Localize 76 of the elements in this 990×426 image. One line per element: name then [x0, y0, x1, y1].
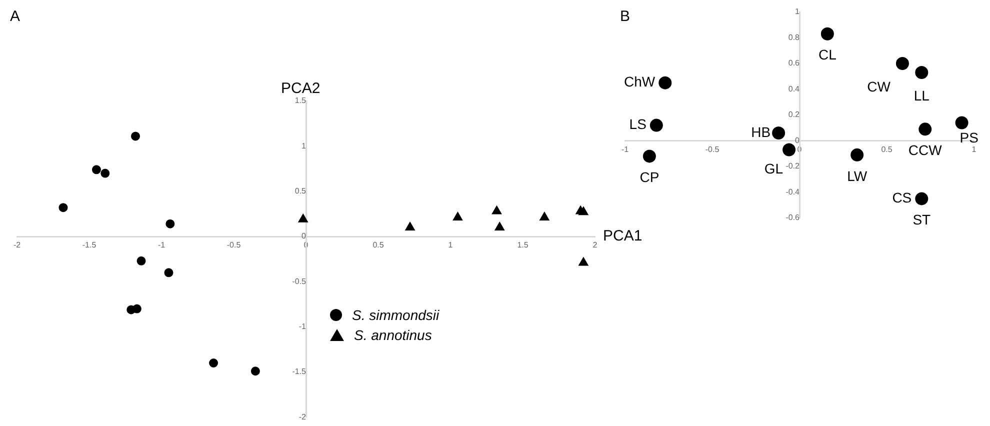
point	[650, 118, 663, 132]
point	[209, 358, 218, 368]
point	[658, 76, 672, 90]
point	[642, 150, 656, 163]
point	[405, 222, 415, 230]
y-tick-label: -0.4	[786, 187, 800, 196]
annotation: HB	[751, 124, 771, 140]
annotation: LL	[914, 87, 930, 104]
x-tick-label: -1.5	[82, 240, 97, 250]
y-tick-label: 0.6	[788, 58, 800, 68]
point	[850, 148, 864, 162]
y-tick-label: 0.5	[294, 186, 307, 196]
chart-title: A	[10, 8, 20, 26]
y-tick-label: -0.5	[292, 276, 307, 286]
point	[820, 27, 834, 40]
x-tick-label: -1	[158, 240, 166, 250]
y-tick-label: -1	[298, 322, 307, 332]
annotation: CCW	[908, 142, 943, 158]
x-tick-label: -0.5	[705, 144, 720, 154]
x-tick-label: 0.5	[881, 144, 893, 154]
point	[918, 122, 932, 136]
y-axis-title: PCA2	[281, 80, 320, 98]
annotation: LW	[847, 168, 868, 184]
point	[452, 212, 463, 221]
x-tick-label: 1	[972, 144, 977, 154]
y-tick-label: 0	[795, 136, 800, 145]
annotation: ChW	[624, 74, 656, 90]
y-tick-label: -2	[298, 412, 307, 422]
point	[58, 203, 68, 212]
y-tick-label: 1.5	[294, 96, 307, 106]
legend-label: S. simmondsii	[352, 307, 440, 323]
point	[250, 366, 260, 376]
annotation: CW	[867, 78, 892, 94]
point	[494, 222, 504, 230]
point	[298, 214, 308, 222]
x-tick-label: 0.5	[372, 240, 384, 250]
annotation: ST	[912, 212, 932, 228]
point	[92, 165, 101, 174]
x-tick-label: 1	[448, 240, 454, 250]
annotation: CP	[640, 169, 660, 186]
point	[782, 143, 796, 156]
point	[136, 256, 146, 266]
y-tick-label: 1	[795, 7, 800, 16]
point	[166, 219, 175, 228]
y-tick-label: 0.2	[788, 110, 800, 120]
point	[896, 57, 909, 70]
x-tick-label: 1.5	[517, 240, 529, 250]
point	[578, 206, 588, 216]
y-tick-label: 0	[302, 232, 307, 241]
chart-title: B	[620, 8, 630, 26]
point	[772, 126, 786, 140]
y-tick-label: 0.4	[788, 84, 800, 94]
x-tick-label: -0.5	[226, 240, 242, 250]
x-tick-label: -2	[13, 240, 22, 250]
point	[540, 212, 550, 221]
x-tick-label: 2	[592, 240, 598, 250]
point	[164, 268, 174, 278]
y-tick-label: -0.2	[786, 162, 800, 171]
y-tick-label: 0.8	[788, 32, 800, 42]
point	[915, 192, 928, 206]
legend-label: S. annotinus	[354, 327, 432, 343]
point	[955, 116, 968, 130]
point	[492, 206, 502, 214]
point	[915, 66, 928, 80]
x-tick-label: -1	[621, 144, 630, 154]
annotation: CL	[818, 46, 837, 63]
annotation: GL	[764, 160, 784, 177]
point	[100, 168, 110, 178]
x-axis-title: PCA1	[603, 228, 642, 245]
point	[578, 257, 588, 266]
point	[130, 132, 140, 141]
annotation: CS	[892, 190, 912, 206]
y-tick-label: -1.5	[292, 367, 307, 376]
y-tick-label: -0.6	[786, 213, 800, 222]
annotation: PS	[960, 130, 978, 146]
annotation: LS	[629, 116, 646, 132]
